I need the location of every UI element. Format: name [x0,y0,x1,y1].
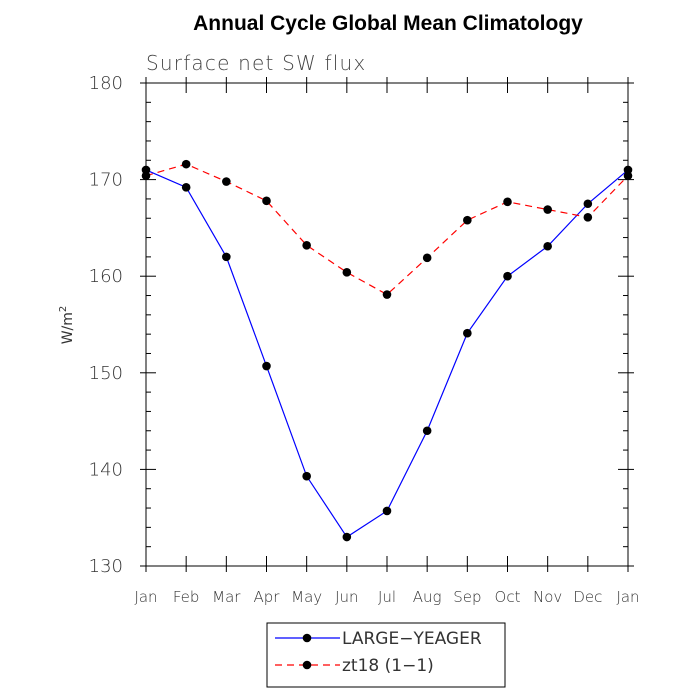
series-1-point [181,183,191,192]
series-1-point [262,361,271,371]
x-tick-label: Jul [378,588,396,606]
legend-box [266,622,506,688]
series-1-point [503,271,512,281]
series-2-point [302,240,311,250]
legend-marker-2 [302,660,312,670]
series-1-point [422,426,432,436]
y-axis-label-superscript: 2 [58,306,69,312]
series-1-point [583,199,593,209]
series-1-point [222,252,231,262]
x-tick-label: Oct [495,588,521,606]
series-2-point [181,159,191,169]
legend-marker-1 [302,633,312,643]
y-tick-labels: 130 140 150 160 170 180 [89,73,123,577]
x-tick-label: Dec [573,588,602,606]
y-tick-label: 180 [89,73,123,94]
x-tick-labels: Jan Feb Mar Apr May Jun Jul Aug Sep Oct Nov Dec Jan [134,588,639,606]
series-2-point [503,197,512,207]
y-axis-label-base: W/m [60,312,76,344]
chart-title: Annual Cycle Global Mean Climatology [193,12,583,35]
y-tick-label: 130 [89,556,123,577]
series-layer [141,159,633,542]
series-1-point [302,471,311,481]
series-2-point [583,212,593,222]
x-tick-label: Sep [453,588,481,606]
x-tick-label: Apr [254,588,281,606]
y-tick-label: 140 [89,459,123,480]
series-1-point [342,532,352,542]
x-tick-label: Mar [212,588,241,606]
series-1-point [543,241,552,251]
x-tick-label: May [291,588,322,606]
series-2-point [342,268,352,277]
y-tick-label: 150 [89,363,123,384]
axis-ticks [140,77,634,572]
x-tick-label: Jun [335,588,358,606]
y-tick-label: 160 [89,266,123,287]
legend-label-2: zt18 (1−1) [342,656,434,676]
x-tick-label: Aug [413,588,442,606]
series-2-point [463,215,472,225]
series-line-1 [145,169,629,538]
legend: LARGE−YEAGER zt18 (1−1) [266,622,506,688]
y-tick-label: 170 [89,170,123,191]
x-tick-label: Feb [173,588,200,606]
x-tick-label: Jan [616,588,639,606]
series-2-point [222,177,231,186]
series-2-point [262,196,271,206]
series-2-point [543,205,552,214]
plot-frame [145,82,629,567]
series-2-point [141,171,151,181]
x-tick-label: Jan [134,588,157,606]
legend-label-1: LARGE−YEAGER [342,629,482,649]
series-2-point [422,253,432,263]
y-axis-label: W/m2 [58,306,76,345]
series-line-2 [145,163,629,296]
series-2-point [623,171,633,181]
series-2-point [382,290,392,299]
x-tick-label: Nov [533,588,562,606]
chart-subtitle: Surface net SW flux [146,51,366,75]
series-1-point [463,328,472,338]
series-1-point [382,506,392,516]
